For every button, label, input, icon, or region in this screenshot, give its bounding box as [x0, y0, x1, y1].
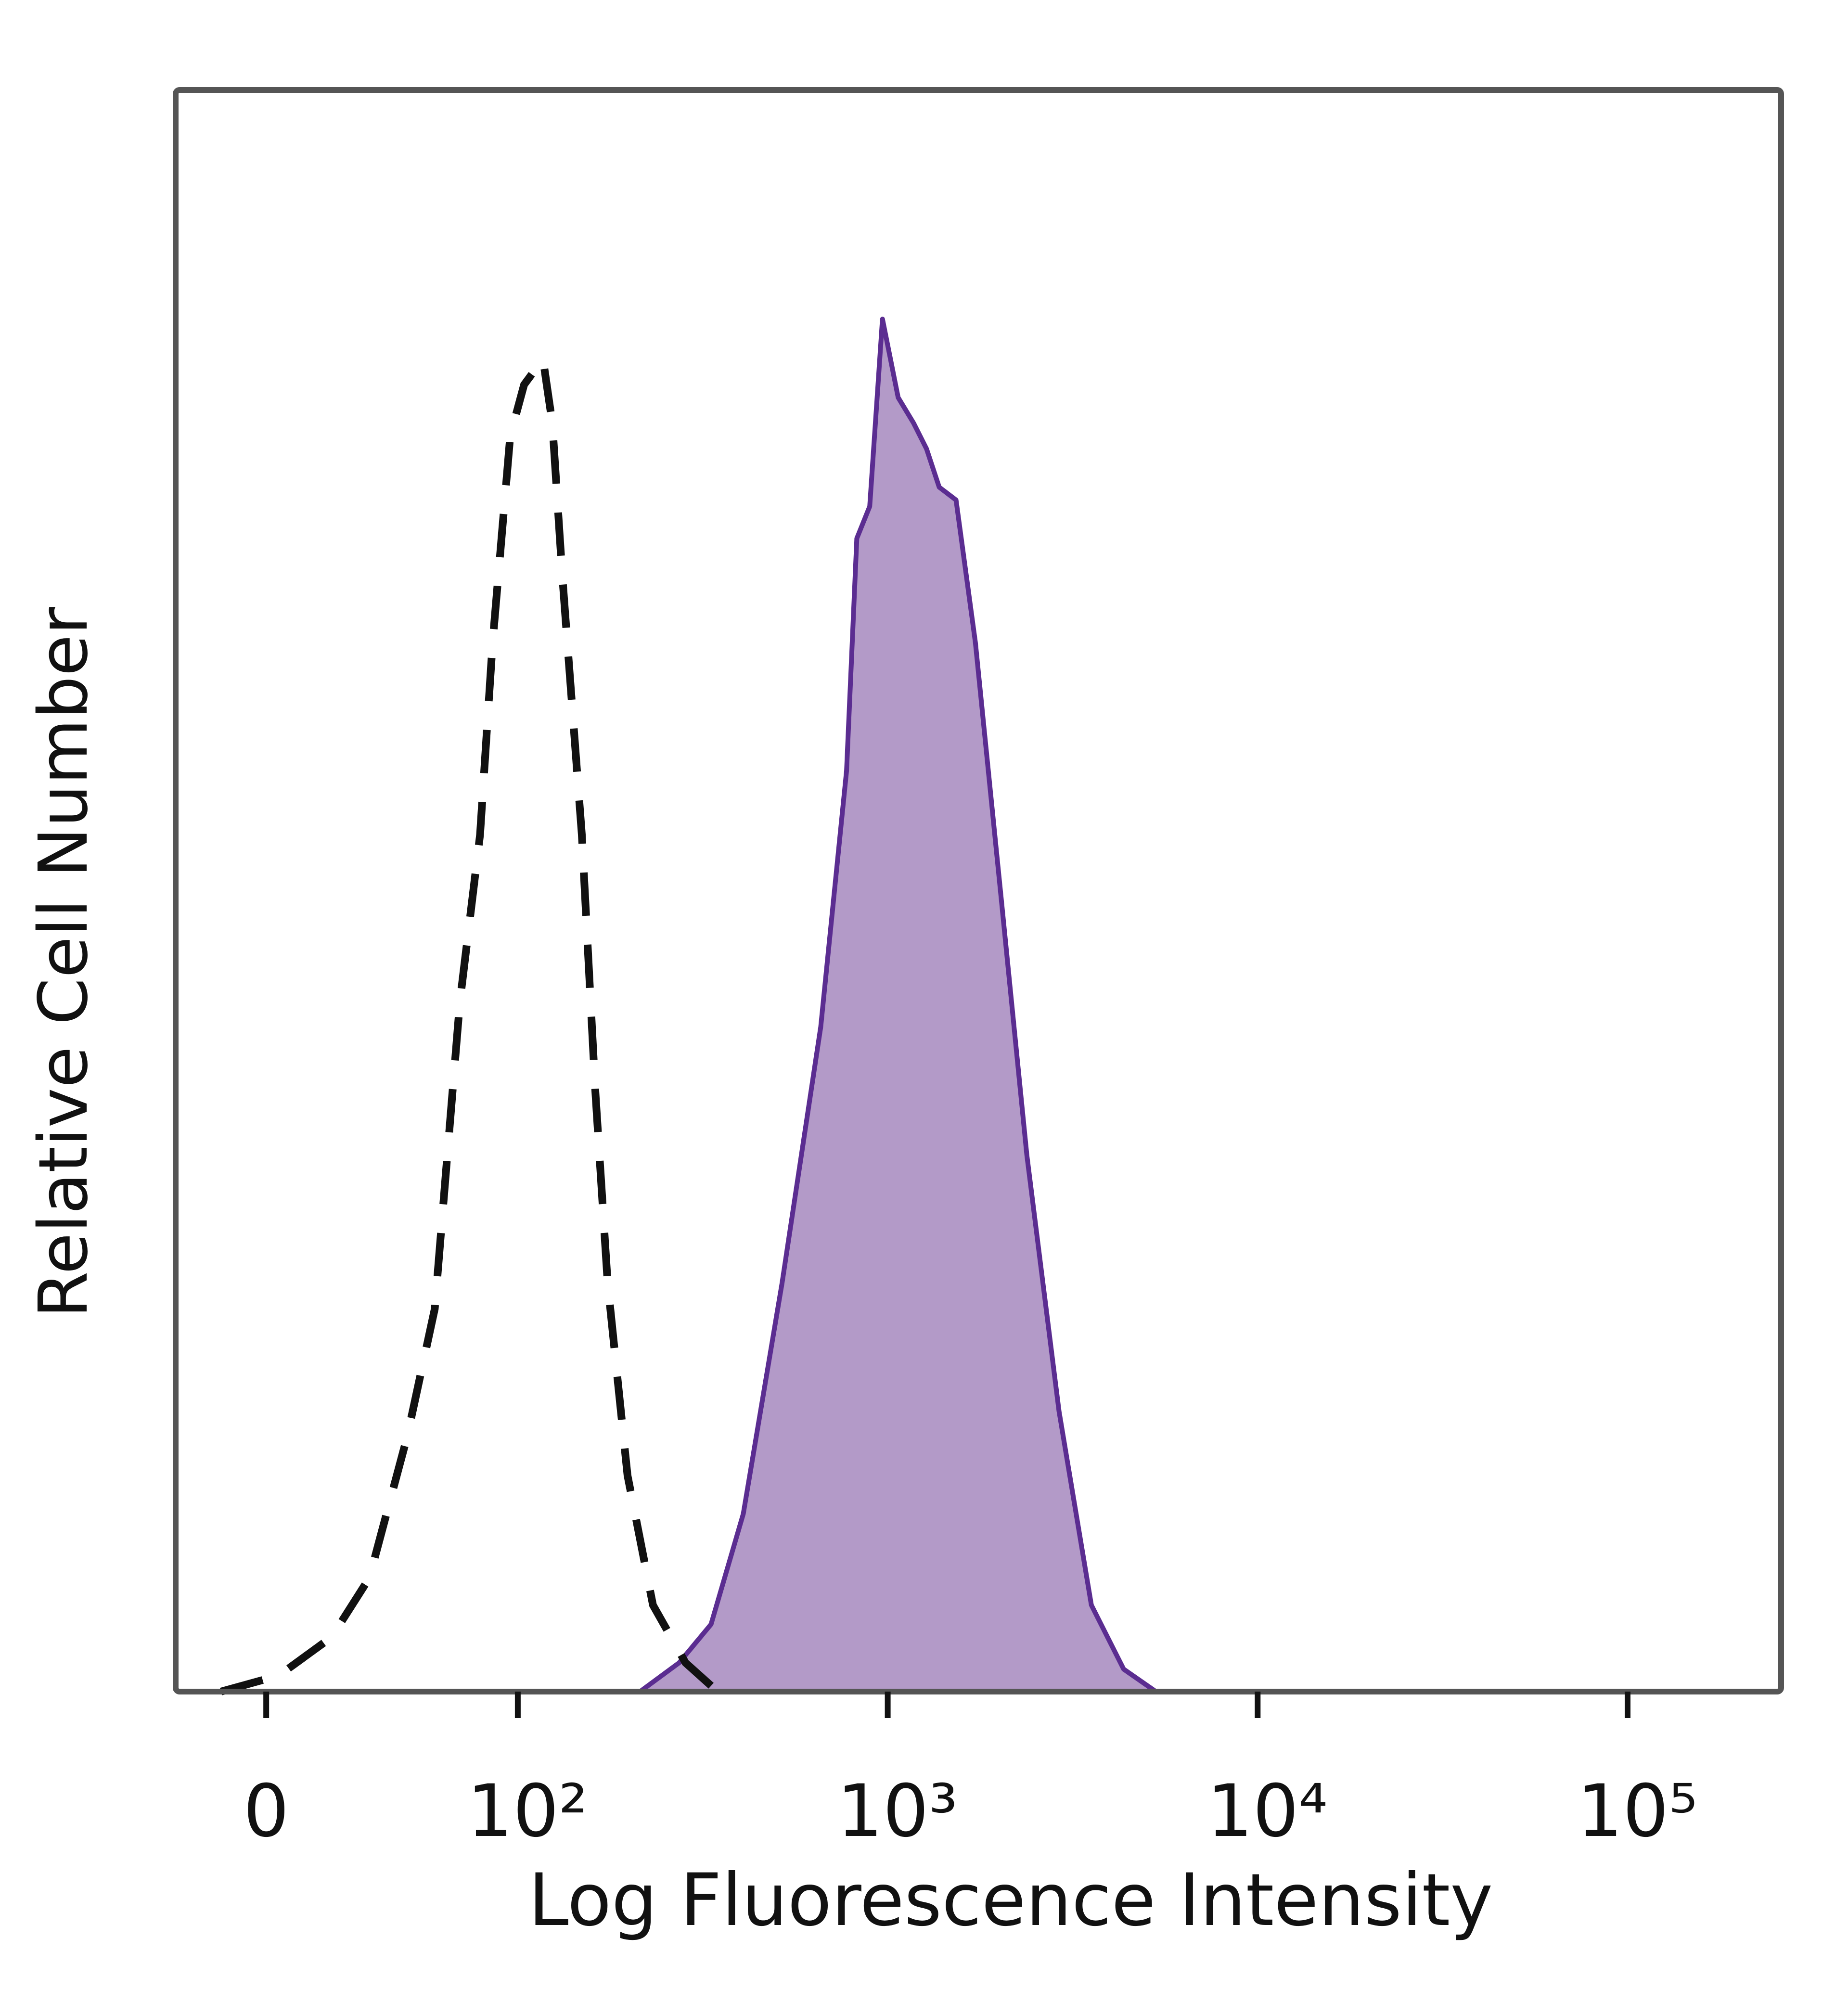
x-tick-label: 10⁴ — [1207, 1770, 1328, 1853]
plot-frame — [173, 87, 1784, 1694]
x-tick-label: 10² — [467, 1770, 588, 1853]
area-fill — [640, 319, 1156, 1692]
x-axis-label: Log Fluorescence Intensity — [528, 1859, 1493, 1942]
y-axis-label: Relative Cell Number — [25, 607, 103, 1318]
x-tick-label: 0 — [243, 1770, 289, 1853]
x-tick-label: 10⁵ — [1577, 1770, 1698, 1853]
line — [638, 316, 1157, 1694]
dashed-line — [219, 355, 720, 1695]
x-tick-label: 10³ — [837, 1770, 958, 1853]
